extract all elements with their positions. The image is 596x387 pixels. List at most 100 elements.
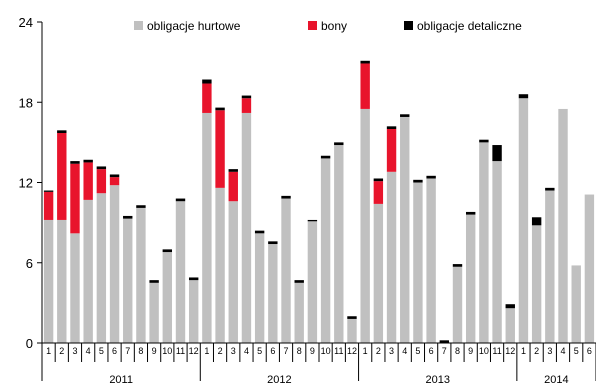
- bar-detaliczne-33: [479, 139, 489, 143]
- bar-hurtowe-7: [136, 207, 146, 343]
- x-month-label: 8: [138, 346, 143, 356]
- x-year-label: 2014: [544, 374, 568, 386]
- bar-detaliczne-29: [426, 175, 436, 179]
- bar-hurtowe-5: [109, 185, 120, 343]
- bar-hurtowe-17: [268, 244, 278, 343]
- y-tick-label: 12: [19, 176, 33, 191]
- bar-bony-4: [96, 169, 107, 194]
- bar-detaliczne-2: [70, 161, 80, 164]
- bar-hurtowe-14: [228, 201, 238, 343]
- bar-detaliczne-24: [360, 60, 370, 64]
- bar-detaliczne-12: [202, 79, 212, 84]
- bar-hurtowe-33: [479, 142, 489, 344]
- x-month-label: 9: [310, 346, 315, 356]
- bar-detaliczne-23: [347, 316, 357, 319]
- x-month-label: 12: [505, 346, 515, 356]
- bar-detaliczne-15: [241, 95, 252, 99]
- bar-hurtowe-6: [123, 218, 133, 343]
- bar-detaliczne-6: [123, 215, 133, 219]
- x-month-label: 6: [112, 346, 117, 356]
- bar-detaliczne-32: [465, 211, 476, 215]
- bar-hurtowe-24: [360, 108, 370, 343]
- bar-detaliczne-38: [545, 187, 555, 191]
- x-month-label: 4: [244, 346, 249, 356]
- x-month-label: 12: [189, 346, 199, 356]
- bar-detaliczne-5: [109, 174, 120, 178]
- x-month-label: 2: [376, 346, 381, 356]
- bar-detaliczne-34: [492, 145, 502, 162]
- bar-hurtowe-15: [241, 112, 252, 343]
- x-month-label: 5: [99, 346, 104, 356]
- bar-bony-1: [57, 133, 67, 220]
- legend-label-hurtowe: obligacje hurtowe: [147, 19, 241, 33]
- bar-hurtowe-23: [347, 318, 357, 343]
- bar-bony-0: [43, 191, 54, 220]
- x-month-label: 7: [442, 346, 447, 356]
- bar-hurtowe-9: [162, 252, 173, 343]
- bar-hurtowe-25: [373, 203, 384, 343]
- legend-swatch-hurtowe: [134, 21, 143, 30]
- y-tick-label: 24: [19, 15, 33, 30]
- legend-swatch-detaliczne: [404, 21, 413, 30]
- bar-hurtowe-8: [149, 282, 159, 343]
- bar-bony-25: [373, 181, 384, 204]
- y-axis: 0 6 12 18 24: [19, 15, 43, 351]
- bar-hurtowe-28: [413, 182, 423, 343]
- bar-hurtowe-27: [400, 116, 410, 344]
- bar-hurtowe-40: [571, 265, 581, 343]
- bar-hurtowe-13: [215, 187, 225, 343]
- bar-detaliczne-16: [254, 230, 265, 234]
- bar-hurtowe-10: [175, 201, 186, 343]
- x-month-label: 2: [59, 346, 64, 356]
- bar-hurtowe-39: [558, 108, 568, 343]
- x-month-label: 3: [389, 346, 394, 356]
- bar-bony-13: [215, 110, 225, 188]
- bar-detaliczne-22: [334, 142, 344, 146]
- bar-hurtowe-0: [43, 219, 54, 343]
- bar-detaliczne-21: [320, 155, 331, 159]
- bar-detaliczne-36: [518, 94, 529, 99]
- bar-detaliczne-20: [307, 219, 318, 222]
- x-axis: 1 2 3 4 5 6 7 8 9 10 11 12 1 2 3 4 5 6 7 8 9 10 11 12 1 2 3 4 5 6 7 8 9 1…: [41, 342, 596, 386]
- x-month-label: 3: [72, 346, 77, 356]
- x-year-label: 2012: [267, 374, 291, 386]
- bar-hurtowe-16: [254, 233, 265, 343]
- bar-hurtowe-12: [202, 112, 212, 343]
- x-month-label: 4: [561, 346, 566, 356]
- legend-label-detaliczne: obligacje detaliczne: [417, 19, 522, 33]
- x-month-label: 8: [455, 346, 460, 356]
- x-month-label: 10: [321, 346, 331, 356]
- bar-detaliczne-19: [294, 280, 304, 283]
- y-tick-label: 18: [19, 95, 33, 110]
- x-month-label: 4: [86, 346, 91, 356]
- bar-hurtowe-37: [531, 225, 542, 343]
- x-month-label: 10: [162, 346, 172, 356]
- bar-detaliczne-26: [386, 126, 397, 129]
- bar-bony-15: [241, 98, 252, 113]
- legend-swatch-bony: [308, 21, 317, 30]
- bar-hurtowe-2: [70, 233, 80, 343]
- bar-detaliczne-1: [57, 130, 67, 134]
- x-month-label: 5: [415, 346, 420, 356]
- x-month-label: 11: [492, 346, 501, 356]
- bar-hurtowe-19: [294, 282, 304, 343]
- bar-hurtowe-1: [57, 219, 67, 343]
- bar-bony-26: [386, 129, 397, 172]
- bar-detaliczne-27: [400, 114, 410, 117]
- x-month-label: 9: [152, 346, 157, 356]
- bar-detaliczne-4: [96, 166, 107, 170]
- legend-label-bony: bony: [321, 19, 347, 33]
- bars: [43, 60, 595, 344]
- x-month-label: 5: [574, 346, 579, 356]
- y-tick-label: 6: [26, 256, 33, 271]
- x-month-label: 6: [270, 346, 275, 356]
- x-month-label: 11: [176, 346, 185, 356]
- x-month-label: 1: [363, 346, 368, 356]
- x-month-label: 11: [334, 346, 343, 356]
- x-month-label: 2: [218, 346, 223, 356]
- bar-detaliczne-25: [373, 178, 384, 182]
- legend: obligacje hurtowe bony obligacje detalic…: [134, 19, 522, 33]
- bar-detaliczne-17: [268, 241, 278, 245]
- bar-detaliczne-30: [439, 340, 450, 343]
